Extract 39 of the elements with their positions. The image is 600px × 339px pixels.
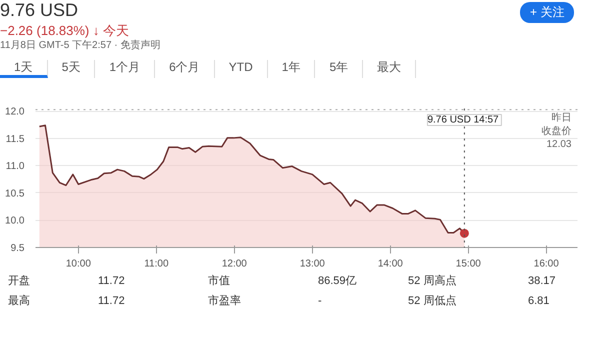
text: 86.59亿	[318, 274, 358, 289]
text: 市值	[208, 274, 231, 289]
text: 6.81	[528, 294, 550, 309]
y-tick-label: 12.0	[5, 106, 25, 118]
x-tick-label: 14:00	[378, 258, 404, 270]
text: -	[318, 294, 323, 309]
text: 52 周高点	[408, 274, 458, 289]
text: + 关注	[520, 2, 574, 24]
y-tick-label: 11.5	[6, 134, 25, 145]
text: 11.72	[98, 274, 126, 289]
y-tick-label: 11.0	[6, 161, 25, 172]
y-tick-label: 10.5	[5, 188, 25, 200]
x-tick-label: 13:00	[300, 258, 326, 270]
text: 11月8日 GMT-5 下午2:57 · 免责声明	[0, 40, 162, 52]
chart-title: 9.76 USD	[0, 0, 80, 22]
ref-line-label: 昨日收盘价12.03	[542, 112, 572, 150]
text: 5天	[48, 60, 96, 78]
y-tick-label: 10.0	[5, 216, 25, 227]
text: 最高	[8, 294, 31, 309]
text: 38.17	[528, 274, 557, 289]
text: 开盘	[8, 274, 31, 289]
x-tick-label: 12:00	[222, 258, 248, 270]
x-tick-label: 16:00	[534, 258, 560, 270]
x-tick-label: 15:00	[456, 258, 482, 270]
text: 最大	[363, 60, 416, 78]
text: 1天	[0, 60, 48, 78]
text: 1个月	[95, 60, 156, 78]
text: YTD	[214, 60, 268, 78]
text: 5年	[315, 60, 364, 78]
text: 6个月	[155, 60, 215, 78]
y-tick-label: 9.5	[10, 243, 25, 254]
x-tick-label: 11:00	[144, 258, 169, 270]
x-tick-label: 10:00	[66, 258, 92, 270]
chart-subtitle: −2.26 (18.83%) ↓ 今天	[0, 22, 130, 38]
text: 市盈率	[208, 294, 242, 309]
text: 1年	[268, 60, 316, 78]
annotation: 9.76 USD 14:57	[427, 114, 500, 126]
text: 52 周低点	[408, 294, 458, 309]
text: 11.72	[98, 294, 126, 309]
